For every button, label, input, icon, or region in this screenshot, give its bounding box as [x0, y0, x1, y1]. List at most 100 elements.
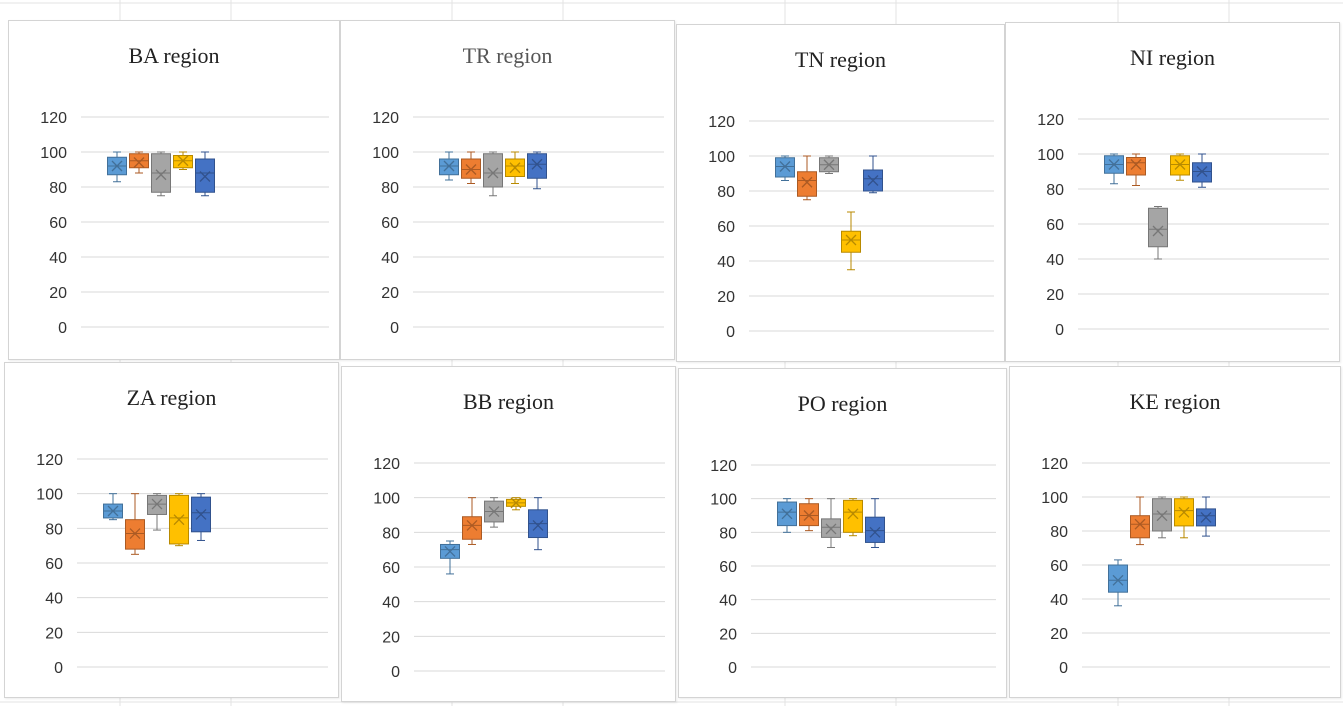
y-tick-label: 120: [1041, 456, 1068, 473]
y-tick-label: 20: [49, 285, 67, 302]
box-series-5: [527, 151, 547, 190]
boxplot-ni: 0 20 40 60 80 100 120: [1037, 112, 1329, 339]
y-tick-label: 20: [45, 625, 63, 642]
mean-marker: [177, 155, 189, 167]
box-series-1: [440, 540, 460, 575]
y-tick-label: 0: [1059, 660, 1068, 677]
y-tick-label: 100: [36, 487, 63, 504]
box-series-4: [169, 493, 189, 547]
mean-marker: [532, 519, 544, 531]
y-tick-label: 40: [45, 591, 63, 608]
box-iqr: [1126, 157, 1146, 176]
y-tick-label: 0: [58, 320, 67, 337]
y-tick-label: 0: [390, 320, 399, 337]
chart-panel-ba[interactable]: BA region 0 20 40 60 80 100 120: [8, 20, 340, 360]
y-tick-label: 40: [1046, 252, 1064, 269]
box-series-4: [505, 151, 525, 184]
y-tick-label: 60: [719, 559, 737, 576]
box-series-5: [1196, 496, 1216, 537]
box-series-2: [125, 493, 145, 555]
box-series-1: [107, 151, 127, 183]
chart-panel-tn[interactable]: TN region 0 20 40 60 80 100 120: [676, 24, 1005, 362]
y-tick-label: 80: [1050, 524, 1068, 541]
box-series-5: [1192, 153, 1212, 188]
box-series-2: [797, 155, 817, 201]
y-tick-label: 20: [382, 629, 400, 646]
y-tick-label: 60: [381, 215, 399, 232]
chart-panel-ni[interactable]: NI region 0 20 40 60 80 100 120: [1005, 22, 1340, 362]
chart-title: BA region: [128, 43, 220, 68]
mean-marker: [1156, 510, 1168, 522]
chart-panel-za[interactable]: ZA region 0 20 40 60 80 100 120: [4, 362, 339, 698]
box-series-2: [1126, 153, 1146, 186]
mean-marker: [803, 510, 815, 521]
box-series-3: [484, 497, 504, 528]
mean-marker: [107, 505, 119, 517]
y-tick-label: 120: [372, 110, 399, 127]
chart-title: BB region: [462, 389, 555, 414]
mean-marker: [444, 545, 456, 557]
y-tick-label: 20: [719, 626, 737, 643]
y-tick-label: 40: [717, 254, 735, 271]
boxplot-bb: 0 20 40 60 80 100 120: [373, 456, 665, 681]
mean-marker: [1130, 159, 1142, 170]
y-tick-label: 80: [719, 525, 737, 542]
y-tick-label: 60: [717, 219, 735, 236]
y-tick-label: 60: [45, 556, 63, 573]
y-tick-label: 0: [54, 660, 63, 677]
box-series-3: [1152, 496, 1172, 539]
y-tick-label: 120: [40, 110, 67, 127]
y-tick-label: 80: [49, 180, 67, 197]
box-iqr: [1108, 564, 1128, 593]
mean-marker: [825, 523, 837, 535]
box-series-1: [1108, 559, 1128, 607]
box-series-5: [191, 493, 211, 541]
y-tick-label: 120: [36, 452, 63, 469]
box-series-5: [863, 155, 883, 194]
y-tick-label: 40: [382, 595, 400, 612]
box-series-5: [528, 497, 548, 551]
y-tick-label: 20: [1046, 287, 1064, 304]
chart-panel-tr[interactable]: TR region 0 20 40 60 80 100 120: [340, 20, 675, 360]
mean-marker: [867, 175, 879, 186]
mean-marker: [823, 159, 835, 171]
mean-marker: [1196, 166, 1208, 177]
y-tick-label: 100: [1041, 490, 1068, 507]
mean-marker: [199, 171, 211, 182]
box-series-3: [147, 493, 167, 531]
y-tick-label: 60: [1050, 558, 1068, 575]
box-iqr: [841, 230, 861, 253]
box-series-1: [103, 493, 123, 521]
y-tick-label: 100: [372, 145, 399, 162]
mean-marker: [845, 234, 857, 246]
y-tick-label: 0: [1055, 322, 1064, 339]
mean-marker: [1200, 511, 1212, 523]
chart-panel-po[interactable]: PO region 0 20 40 60 80 100 120: [678, 368, 1007, 698]
y-tick-label: 60: [382, 560, 400, 577]
box-series-4: [841, 211, 861, 271]
box-series-1: [439, 151, 459, 181]
box-series-4: [173, 151, 193, 170]
boxplot-ba: 0 20 40 60 80 100 120: [40, 110, 329, 337]
chart-panel-ke[interactable]: KE region 0 20 40 60 80 100 120: [1009, 366, 1341, 698]
box-series-3: [1148, 206, 1168, 260]
box-iqr: [483, 153, 503, 188]
box-series-4: [843, 498, 863, 537]
mean-marker: [531, 158, 543, 170]
mean-marker: [1134, 518, 1146, 530]
box-iqr: [865, 516, 885, 543]
y-tick-label: 100: [710, 492, 737, 509]
box-iqr: [462, 516, 482, 540]
mean-marker: [509, 162, 521, 174]
y-tick-label: 100: [1037, 147, 1064, 164]
boxplot-za: 0 20 40 60 80 100 120: [36, 452, 328, 677]
y-tick-label: 80: [717, 184, 735, 201]
box-iqr: [1148, 207, 1168, 248]
chart-panel-bb[interactable]: BB region 0 20 40 60 80 100 120: [341, 366, 676, 702]
boxplot-po: 0 20 40 60 80 100 120: [710, 458, 996, 677]
box-series-1: [1104, 153, 1124, 185]
y-tick-label: 60: [49, 215, 67, 232]
y-tick-label: 20: [1050, 626, 1068, 643]
chart-title: TR region: [462, 43, 553, 68]
mean-marker: [1112, 574, 1124, 586]
